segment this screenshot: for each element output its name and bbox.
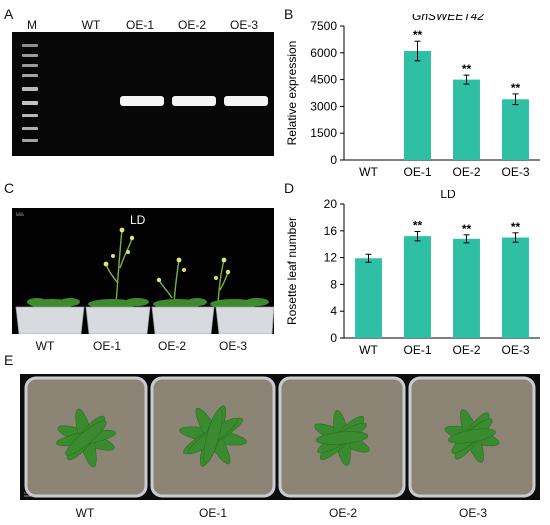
significance-label: ** xyxy=(413,28,423,42)
x-tick-label: OE-3 xyxy=(501,343,529,357)
y-tick-label: 4500 xyxy=(310,73,337,87)
gel-lane-label-wt: WT xyxy=(81,18,101,32)
gel-lane-label-oe1: OE-1 xyxy=(125,18,154,32)
y-axis-label: Rosette leaf number xyxy=(285,217,299,325)
rosette-label-wt: WT xyxy=(75,506,95,520)
y-axis-label: Relative expression xyxy=(285,41,299,146)
ladder-band xyxy=(22,101,38,105)
x-tick-label: OE-2 xyxy=(452,343,480,357)
y-tick-label: 4 xyxy=(330,304,337,318)
ladder-band xyxy=(22,54,38,57)
x-tick-label: WT xyxy=(359,343,378,357)
bar-oe-2 xyxy=(453,79,480,160)
y-tick-label: 16 xyxy=(324,224,338,238)
panel-letter-d: D xyxy=(284,180,295,196)
y-tick-label: 0 xyxy=(330,331,337,345)
bolting-plants-photo: 1 cm LD xyxy=(12,208,274,334)
rosette-label-oe3: OE-3 xyxy=(458,506,487,520)
ladder-band xyxy=(22,127,38,130)
scale-bar-label: 1 cm xyxy=(24,491,31,495)
photo-annotation-ld: LD xyxy=(130,213,146,227)
ladder-band xyxy=(22,87,38,91)
bar-oe-3 xyxy=(502,99,529,160)
significance-label: ** xyxy=(413,218,423,232)
y-tick-label: 20 xyxy=(324,197,338,211)
x-tick-label: OE-3 xyxy=(501,165,529,179)
rosette-oe3 xyxy=(444,409,500,463)
significance-label: ** xyxy=(462,62,472,76)
panel-letter-b: B xyxy=(284,6,294,22)
rosette-leaf-chart: LD Rosette leaf number 0 4 8 12 16 20 WT ** OE-1 **… xyxy=(285,190,540,357)
gel-lane-label-oe2: OE-2 xyxy=(177,18,206,32)
gel-band-oe3 xyxy=(224,96,268,106)
plant-label-wt: WT xyxy=(35,339,55,353)
x-tick-label: WT xyxy=(359,165,378,179)
y-tick-label: 8 xyxy=(330,277,337,291)
plant-label-oe2: OE-2 xyxy=(157,339,186,353)
x-tick-label: OE-2 xyxy=(452,165,480,179)
y-tick-label: 0 xyxy=(330,153,337,167)
ladder-band xyxy=(22,114,38,117)
gel-lane-label-oe3: OE-3 xyxy=(229,18,258,32)
chart-title: LD xyxy=(440,190,456,201)
gel-band-oe2 xyxy=(172,96,216,106)
y-tick-label: 3000 xyxy=(310,99,337,113)
significance-label: ** xyxy=(462,222,472,236)
bar-wt xyxy=(355,258,382,338)
x-tick-label: OE-1 xyxy=(403,165,431,179)
chart-title: GhSWEET42 xyxy=(412,14,484,23)
significance-label: ** xyxy=(511,81,521,95)
bar-oe-3 xyxy=(502,237,529,338)
gel-image xyxy=(12,32,274,156)
y-tick-label: 12 xyxy=(324,251,338,265)
expression-chart: GhSWEET42 Relative expression 0 1500 3000 450… xyxy=(285,14,540,179)
y-tick-label: 1500 xyxy=(310,126,337,140)
rosette-label-oe2: OE-2 xyxy=(328,506,357,520)
bar-oe-2 xyxy=(453,238,480,338)
y-tick-label: 6000 xyxy=(310,46,337,60)
significance-label: ** xyxy=(511,220,521,234)
rosette-label-oe1: OE-1 xyxy=(198,506,227,520)
rosette-oe2 xyxy=(314,410,370,466)
x-tick-label: OE-1 xyxy=(403,343,431,357)
panel-letter-c: C xyxy=(4,180,15,196)
pot-oe1 xyxy=(85,306,151,334)
bar-oe-1 xyxy=(404,236,431,338)
rosette-oe1 xyxy=(179,405,247,467)
ladder-band xyxy=(22,44,38,47)
pot-oe3 xyxy=(215,306,274,334)
scale-bar-label: 1 cm xyxy=(16,211,23,215)
ladder-band xyxy=(22,139,38,142)
pot-oe2 xyxy=(151,306,215,334)
pot-wt xyxy=(15,306,85,334)
panel-letter-e: E xyxy=(4,352,14,368)
rosette-photo: 1 cm xyxy=(20,374,540,500)
rosette-wt xyxy=(56,408,116,468)
plant-label-oe1: OE-1 xyxy=(92,339,121,353)
ladder-band xyxy=(22,74,38,77)
gel-lane-label-m: M xyxy=(27,18,37,32)
y-tick-label: 7500 xyxy=(310,19,337,33)
bar-oe-1 xyxy=(404,51,431,160)
panel-letter-a: A xyxy=(4,6,14,22)
ladder-band xyxy=(22,64,38,67)
gel-bands xyxy=(22,44,268,142)
gel-band-oe1 xyxy=(120,96,164,106)
plant-label-oe3: OE-3 xyxy=(218,339,247,353)
